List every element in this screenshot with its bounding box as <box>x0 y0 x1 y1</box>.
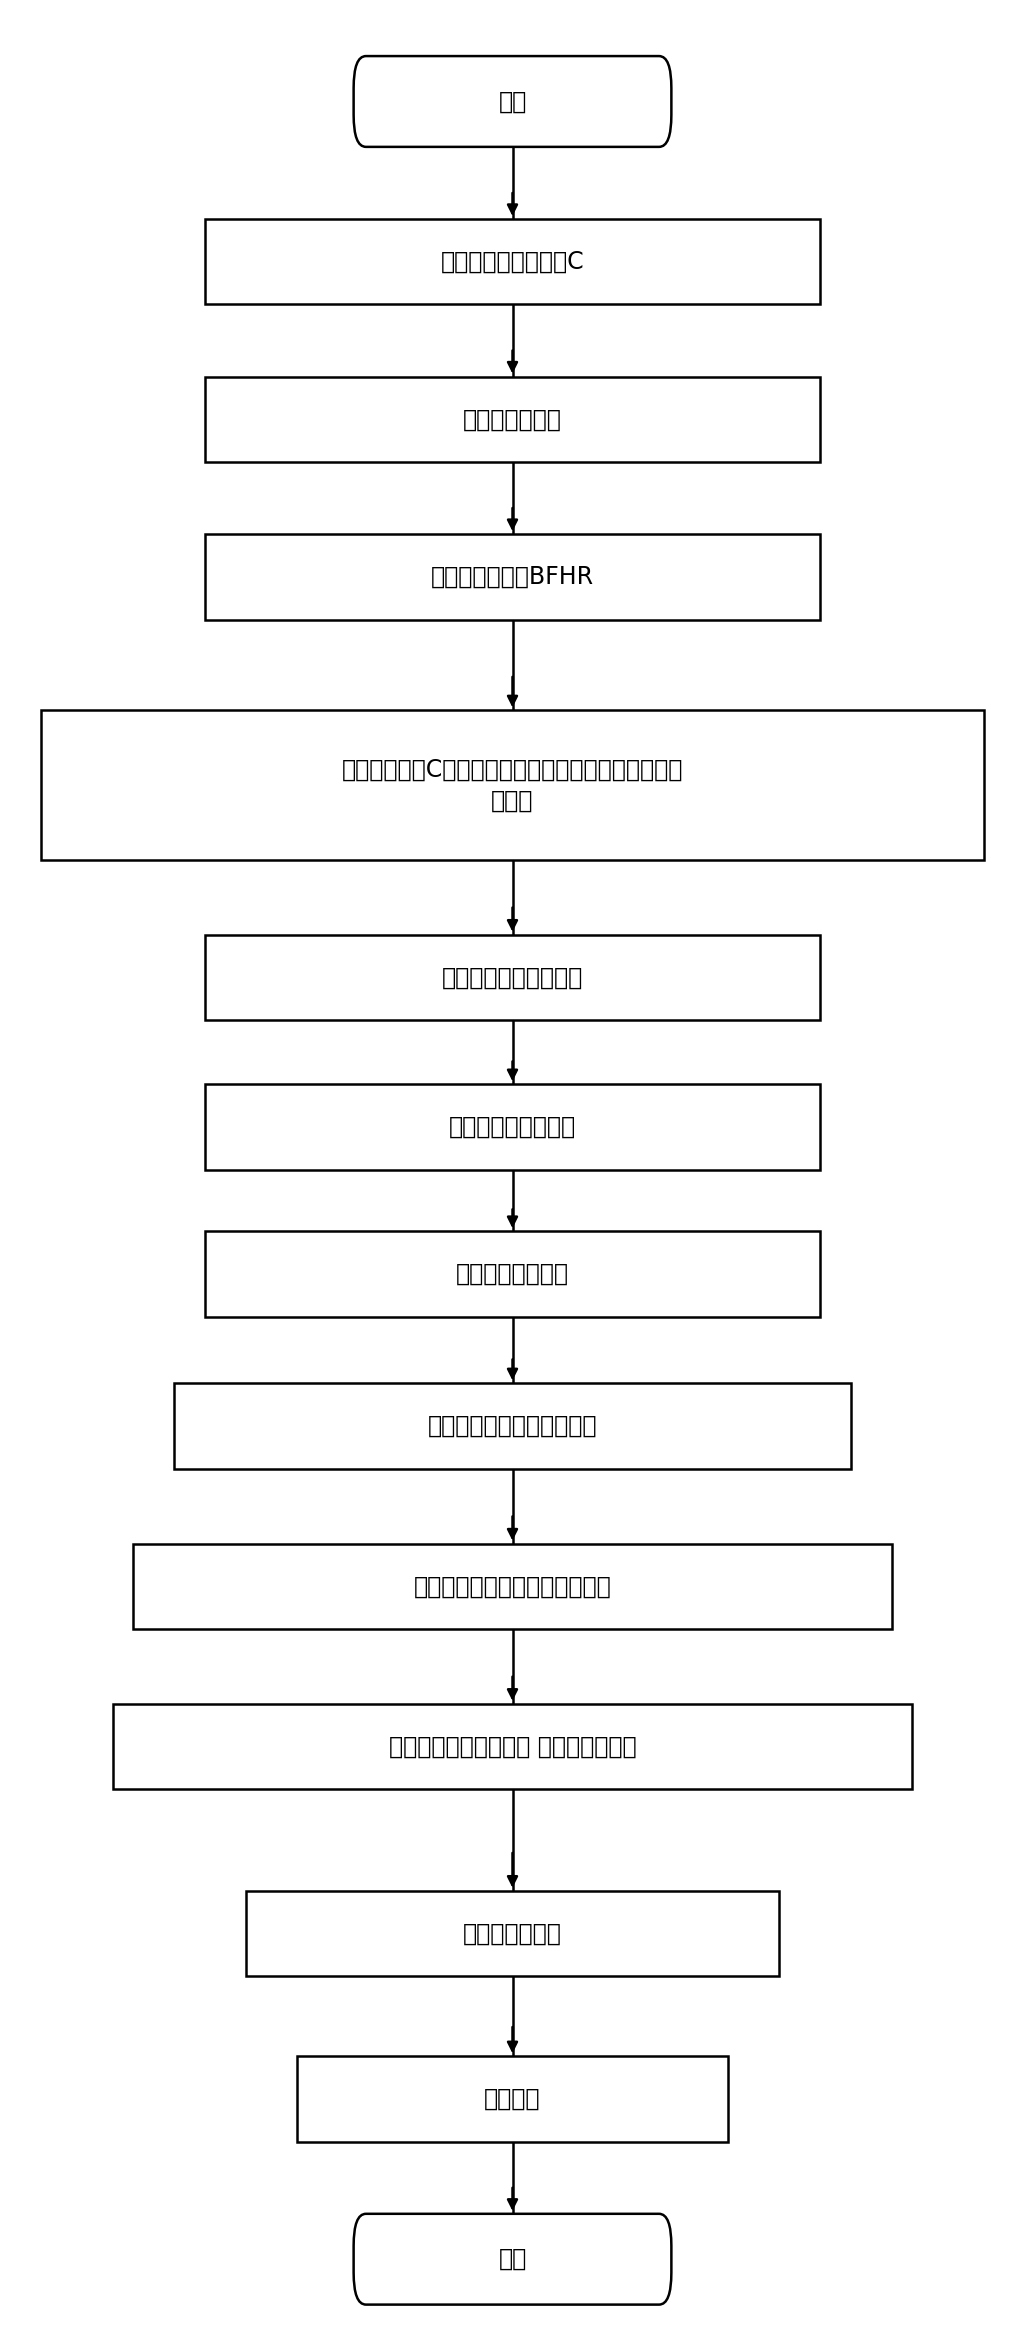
Text: 结束: 结束 <box>498 2247 527 2270</box>
Text: 获取胎心率数据曲线C: 获取胎心率数据曲线C <box>441 249 584 273</box>
Bar <box>113 1704 912 1788</box>
Bar <box>297 2056 728 2141</box>
Text: 加速变化位置的初判断: 加速变化位置的初判断 <box>442 966 583 989</box>
Bar <box>205 219 820 306</box>
FancyBboxPatch shape <box>354 2214 671 2305</box>
Text: 上升时间、上升幅度、 恢复时间的计算: 上升时间、上升幅度、 恢复时间的计算 <box>388 1734 637 1758</box>
Bar <box>205 1083 820 1170</box>
Text: 结果输出: 结果输出 <box>484 2087 541 2110</box>
Bar <box>205 376 820 463</box>
Text: 加速变化峰值位置的再判断: 加速变化峰值位置的再判断 <box>427 1415 598 1438</box>
Bar <box>205 935 820 1020</box>
Text: 计算胎心率基线BFHR: 计算胎心率基线BFHR <box>430 564 594 590</box>
Bar <box>41 710 984 860</box>
Bar <box>246 1892 779 1976</box>
Text: 加速变化起始点和结束点的计算: 加速变化起始点和结束点的计算 <box>414 1574 611 1598</box>
Text: 获取有效心率值: 获取有效心率值 <box>463 407 562 432</box>
Text: 对胎心率曲线C进行预处理：滤波、去噪、去干扰等处
理过程: 对胎心率曲线C进行预处理：滤波、去噪、去干扰等处 理过程 <box>341 757 684 813</box>
Bar <box>205 533 820 620</box>
Text: 开始: 开始 <box>498 89 527 113</box>
FancyBboxPatch shape <box>354 56 671 146</box>
Bar <box>133 1544 892 1629</box>
Text: 加速活动的判断: 加速活动的判断 <box>463 1922 562 1946</box>
Text: 局部基线值的计算: 局部基线值的计算 <box>456 1262 569 1285</box>
Text: 加速变化位置的调整: 加速变化位置的调整 <box>449 1114 576 1140</box>
Bar <box>205 1231 820 1316</box>
Bar <box>174 1384 851 1469</box>
